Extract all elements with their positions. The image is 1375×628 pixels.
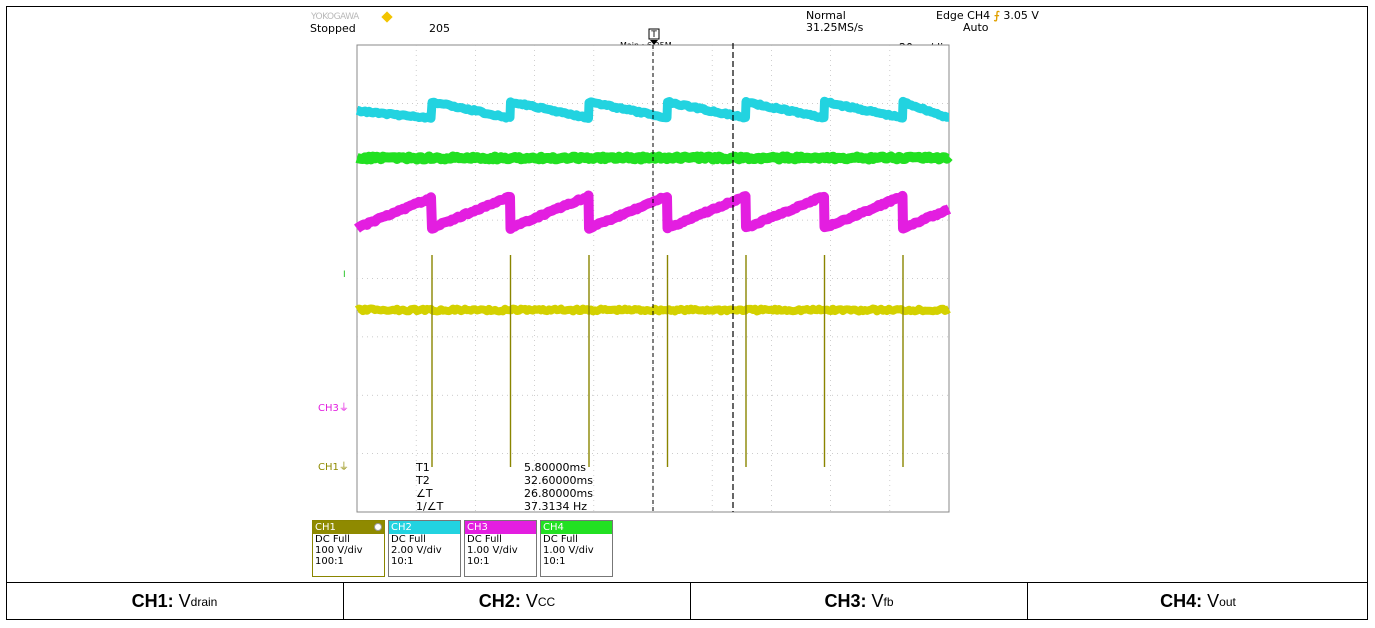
ch4-box-header: CH4 xyxy=(541,521,612,534)
meas-value-freq: 37.3134 Hz xyxy=(524,500,588,513)
ch1-scale: 100 V/div xyxy=(315,545,363,556)
meas-value-dt: 26.80000ms xyxy=(524,487,593,500)
ch1-probe: 100:1 xyxy=(315,556,344,567)
acq-count: 205 xyxy=(429,22,450,35)
markers: T xyxy=(648,28,734,512)
trigger-marker-label: T xyxy=(650,30,657,40)
ch4-coupling: DC Full xyxy=(543,534,578,545)
sample-rate: 31.25MS/s xyxy=(806,21,864,34)
ch3-box[interactable]: CH3 DC Full 1.00 V/div 10:1 xyxy=(464,520,537,577)
trace-ch2 xyxy=(354,96,952,123)
gear-icon xyxy=(374,523,382,531)
ch2-scale: 2.00 V/div xyxy=(391,545,442,556)
ch4-scale: 1.00 V/div xyxy=(543,545,594,556)
ch1-box-header: CH1 xyxy=(313,521,384,534)
trigger-marker-box xyxy=(648,28,660,40)
acq-mode: Auto xyxy=(963,21,989,34)
meas-value-t2: 32.60000ms xyxy=(524,474,593,487)
meas-label-freq: 1/∠T xyxy=(416,500,444,513)
ground-icon: ⏚ xyxy=(338,462,349,473)
meas-value-t1: 5.80000ms xyxy=(524,461,586,474)
acq-status: Stopped xyxy=(310,22,356,35)
ch3-probe: 10:1 xyxy=(467,556,490,567)
caption-ch2: CH2: V CC xyxy=(344,583,691,620)
ground-icon: ⏚ xyxy=(338,403,349,414)
trace-ch4 xyxy=(354,151,953,165)
ch1-box[interactable]: CH1 DC Full 100 V/div 100:1 xyxy=(312,520,385,577)
ch1-coupling: DC Full xyxy=(315,534,350,545)
figure-frame xyxy=(6,6,1368,620)
ch3-ground-marker: CH3⏚ xyxy=(318,403,349,414)
ch4-probe: 10:1 xyxy=(543,556,566,567)
trigger-mode: Normal xyxy=(806,9,846,22)
table-divider xyxy=(6,582,1368,583)
meas-label-t2: T2 xyxy=(416,474,430,487)
ch1-ground-marker: CH1⏚ xyxy=(318,462,349,473)
ch3-box-header: CH3 xyxy=(465,521,536,534)
ch2-box-header: CH2 xyxy=(389,521,460,534)
channel-boxes: CH1 DC Full 100 V/div 100:1 CH2 DC Full … xyxy=(312,520,613,577)
ch3-scale: 1.00 V/div xyxy=(467,545,518,556)
ch2-box[interactable]: CH2 DC Full 2.00 V/div 10:1 xyxy=(388,520,461,577)
trigger-source: Edge CH4 ⨍ 3.05 V xyxy=(936,9,1039,22)
trigger-level-marker: I xyxy=(343,270,346,280)
trace-ch3 xyxy=(354,190,952,234)
traces xyxy=(354,96,953,467)
meas-label-dt: ∠T xyxy=(416,487,433,500)
trace-ch1 xyxy=(354,304,951,316)
ch4-box[interactable]: CH4 DC Full 1.00 V/div 10:1 xyxy=(540,520,613,577)
rising-edge-icon: ⨍ xyxy=(993,9,1000,22)
trigger-arrow-icon xyxy=(650,40,658,45)
ch2-coupling: DC Full xyxy=(391,534,426,545)
ch3-coupling: DC Full xyxy=(467,534,502,545)
ch2-probe: 10:1 xyxy=(391,556,414,567)
brand-logo: YOKOGAWA xyxy=(311,12,359,22)
meas-label-t1: T1 xyxy=(416,461,430,474)
